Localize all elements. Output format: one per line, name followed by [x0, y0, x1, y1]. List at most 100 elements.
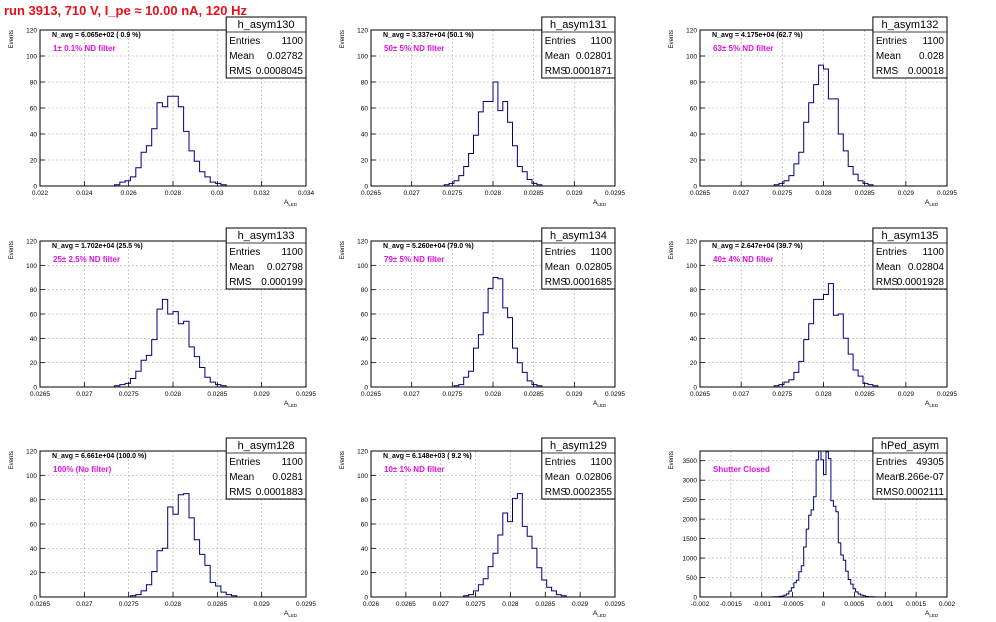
histogram-panel-h_asym131: 0.0265 0.027 0.0275 0.028 0.0285 0.029 0.0295 0… [340, 16, 625, 207]
y-tick-label: 60 [361, 522, 369, 529]
x-tick-label: 0.0295 [605, 391, 625, 398]
y-tick-label: 100 [26, 54, 37, 61]
stats-rms-value: 0.0001871 [565, 66, 613, 77]
navg-label: N_avg = 2.647e+04 (39.7 %) [712, 243, 803, 250]
x-axis-title: ALED [925, 199, 939, 207]
x-tick-label: 0.032 [254, 190, 271, 197]
y-tick-label: 0 [364, 184, 368, 191]
x-tick-label: 0.034 [298, 190, 315, 197]
histogram-panel-h_asym132: 0.0265 0.027 0.0275 0.028 0.0285 0.029 0.0295 0… [669, 16, 957, 207]
x-tick-label: 0.0285 [855, 391, 875, 398]
y-tick-label: 3000 [683, 478, 698, 485]
y-axis-title: Events [340, 30, 346, 48]
stats-mean-label: Mean [545, 262, 570, 273]
histogram-panel-h_asym129: 0.026 0.0265 0.027 0.0275 0.028 0.0285 0.029 0.… [340, 437, 625, 618]
histogram-panel-h_asym130: 0.022 0.024 0.026 0.028 0.03 0.032 0.034 0 20 40 6… [9, 16, 315, 207]
y-axis-title: Events [669, 451, 675, 469]
x-axis-subscript: LED [288, 613, 298, 618]
stats-box-frame [872, 437, 948, 500]
stats-rms-value: 0.0002111 [898, 487, 944, 498]
stats-box-frame [872, 16, 948, 79]
x-tick-label: 0.029 [254, 391, 271, 398]
x-tick-label: 0.0275 [119, 601, 139, 608]
y-tick-label: 80 [361, 287, 369, 294]
filter-label: 40± 4% ND filter [713, 255, 773, 264]
x-axis-title: ALED [284, 199, 298, 207]
navg-label: N_avg = 6.065e+02 ( 0.9 %) [52, 32, 141, 39]
x-tick-label: 0.0295 [937, 190, 957, 197]
stats-entries-value: 1100 [281, 247, 303, 258]
stats-entries-value: 1100 [281, 36, 303, 47]
x-tick-label: 0.029 [566, 391, 583, 398]
x-tick-label: 0.0275 [772, 190, 792, 197]
x-axis-title: ALED [925, 610, 939, 618]
y-axis-title: Events [669, 241, 675, 259]
y-tick-label: 100 [686, 263, 697, 270]
x-tick-label: 0.002 [939, 601, 956, 608]
stats-mean-value: 0.02782 [267, 51, 304, 62]
histogram-name: h_asym132 [882, 19, 939, 31]
stats-entries-label: Entries [876, 457, 907, 468]
histogram-name: h_asym129 [550, 440, 607, 452]
histogram-panel-hPed_asym: -0.002 -0.0015 -0.001 -0.0005 0 0.0005 0.001 0.… [669, 437, 956, 618]
stats-box: h_asym132 Entries 1100 Mean 0.028 RMS 0.00018 [872, 16, 948, 79]
stats-entries-value: 1100 [922, 36, 944, 47]
stats-rms-label: RMS [229, 66, 252, 77]
y-tick-label: 60 [30, 312, 38, 319]
x-tick-label: 0.027 [76, 601, 93, 608]
y-axis-title: Events [669, 30, 675, 48]
stats-box-frame [541, 16, 616, 79]
stats-box: h_asym131 Entries 1100 Mean 0.02801 RMS0.0001… [541, 16, 616, 79]
y-tick-label: 20 [30, 158, 38, 165]
y-tick-label: 60 [30, 522, 38, 529]
stats-mean-label: Mean [876, 262, 901, 273]
x-axis-title: ALED [925, 400, 939, 408]
y-tick-label: 3500 [683, 458, 698, 465]
x-tick-label: 0 [822, 601, 826, 608]
stats-rms-value: 0.000199 [261, 277, 303, 288]
y-tick-label: 80 [690, 80, 698, 87]
histogram-name: h_asym135 [882, 230, 939, 242]
histogram-panel-h_asym134: 0.0265 0.027 0.0275 0.028 0.0285 0.029 0.0295 0… [340, 227, 625, 408]
x-tick-label: 0.0285 [855, 190, 875, 197]
histogram-panel-h_asym128: 0.0265 0.027 0.0275 0.028 0.0285 0.029 0.0295 0… [9, 437, 316, 618]
stats-entries-value: 1100 [922, 247, 944, 258]
stats-mean-label: Mean [229, 51, 254, 62]
y-axis-title: Events [9, 30, 15, 48]
y-tick-label: 40 [30, 336, 38, 343]
y-tick-label: 20 [361, 158, 369, 165]
x-tick-label: 0.029 [898, 391, 915, 398]
stats-mean-label: Mean [545, 472, 570, 483]
y-tick-label: 120 [357, 28, 368, 35]
stats-rms-label: RMS [876, 487, 899, 498]
y-tick-label: 20 [361, 570, 369, 577]
page-title: run 3913, 710 V, I_pe ≈ 10.00 nA, 120 Hz [4, 3, 247, 18]
y-tick-label: 0 [33, 595, 37, 602]
stats-rms-label: RMS [545, 487, 568, 498]
x-tick-label: 0.027 [733, 190, 750, 197]
histogram-name: h_asym133 [238, 230, 295, 242]
y-tick-label: 80 [30, 497, 38, 504]
x-tick-label: 0.028 [502, 601, 519, 608]
x-tick-label: 0.0265 [30, 601, 50, 608]
stats-mean-value: 0.02806 [576, 472, 613, 483]
y-tick-label: 100 [357, 473, 368, 480]
navg-label: N_avg = 6.148e+03 ( 9.2 %) [383, 453, 472, 460]
histogram-name: hPed_asym [881, 440, 939, 452]
y-tick-label: 60 [361, 106, 369, 113]
y-tick-label: 100 [357, 54, 368, 61]
x-tick-label: 0.027 [433, 601, 450, 608]
y-tick-label: 120 [26, 28, 37, 35]
y-tick-label: 100 [686, 54, 697, 61]
stats-mean-value: 0.0281 [272, 472, 303, 483]
x-tick-label: 0.026 [363, 601, 380, 608]
x-tick-label: 0.0285 [207, 391, 227, 398]
x-tick-label: 0.0265 [30, 391, 50, 398]
stats-entries-label: Entries [229, 457, 260, 468]
x-axis-subscript: LED [288, 202, 298, 207]
stats-mean-label: Mean [229, 472, 254, 483]
y-axis-title: Events [9, 241, 15, 259]
stats-rms-value: 0.0001883 [256, 487, 304, 498]
x-tick-label: 0.0295 [296, 601, 316, 608]
